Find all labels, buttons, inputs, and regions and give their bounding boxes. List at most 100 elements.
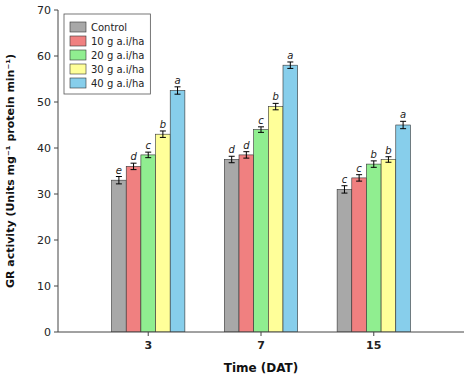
error-bar — [131, 163, 137, 169]
legend-label: 10 g a.i/ha — [91, 36, 144, 47]
legend: Control10 g a.i/ha20 g a.i/ha30 g a.i/ha… — [64, 14, 150, 94]
y-axis-line — [58, 10, 59, 332]
y-tick-label: 30 — [37, 188, 51, 201]
bar — [112, 180, 127, 332]
error-bar-stem — [290, 62, 291, 68]
error-bar-cap — [356, 181, 362, 182]
chart: edcddcccbbbbaaa0102030405060703715Time (… — [0, 0, 474, 380]
y-tick — [54, 194, 58, 195]
error-bar-cap — [116, 176, 122, 177]
error-bar-cap — [385, 156, 391, 157]
error-bar-stem — [162, 131, 163, 137]
error-bar-stem — [275, 103, 276, 109]
error-bar-cap — [341, 185, 347, 186]
error-bar — [356, 175, 362, 181]
letter-label: b — [160, 119, 166, 130]
bar — [268, 107, 283, 332]
y-tick — [54, 286, 58, 287]
error-bar-cap — [175, 86, 181, 87]
error-bar-cap — [273, 103, 279, 104]
letter-label: c — [258, 115, 264, 126]
bar — [239, 155, 254, 332]
y-tick — [54, 148, 58, 149]
y-tick — [54, 102, 58, 103]
error-bar-stem — [344, 186, 345, 193]
error-bar-stem — [261, 127, 262, 133]
error-bar — [400, 121, 406, 128]
error-bar-cap — [145, 157, 151, 158]
x-tick-label: 7 — [257, 339, 265, 352]
error-bar-cap — [258, 132, 264, 133]
error-bar-cap — [131, 169, 137, 170]
error-bar — [160, 131, 166, 137]
bar — [283, 65, 298, 332]
letter-label: b — [385, 145, 391, 156]
bar — [141, 155, 156, 332]
letter-label: a — [174, 75, 180, 86]
error-bar-stem — [388, 157, 389, 163]
bar — [156, 134, 171, 332]
y-tick-label: 70 — [37, 4, 51, 17]
annotations: edcddcccbbbbaaa — [116, 50, 406, 185]
letter-label: a — [400, 109, 406, 120]
y-axis-label: GR activity (Units mg⁻¹ protein min⁻¹) — [4, 54, 17, 288]
bar — [126, 166, 141, 332]
legend-label: 20 g a.i/ha — [91, 50, 144, 61]
error-bar-cap — [145, 152, 151, 153]
letter-label: b — [371, 149, 377, 160]
error-bar-stem — [133, 163, 134, 169]
x-tick-label: 15 — [366, 339, 381, 352]
error-bar-stem — [231, 156, 232, 162]
error-bar — [116, 177, 122, 184]
error-bar-cap — [116, 183, 122, 184]
bar — [224, 160, 239, 333]
legend-swatch — [70, 50, 86, 60]
bar — [170, 91, 185, 333]
error-bar — [273, 103, 279, 109]
error-bar-cap — [243, 158, 249, 159]
y-tick-label: 60 — [37, 50, 51, 63]
error-bar — [145, 152, 151, 158]
error-bar — [258, 127, 264, 133]
legend-label: 40 g a.i/ha — [91, 78, 144, 89]
error-bar-cap — [131, 163, 137, 164]
x-tick — [373, 332, 374, 336]
error-bar-cap — [400, 128, 406, 129]
error-bar-cap — [356, 174, 362, 175]
letter-label: c — [145, 140, 151, 151]
error-bar — [371, 161, 377, 167]
letter-label: d — [130, 151, 137, 162]
legend-swatch — [70, 36, 86, 46]
error-bar-cap — [371, 160, 377, 161]
x-tick — [148, 332, 149, 336]
error-bar-stem — [373, 161, 374, 167]
y-tick — [54, 10, 58, 11]
error-bar-stem — [246, 152, 247, 158]
letter-label: c — [342, 174, 348, 185]
error-bar — [229, 156, 235, 162]
legend-swatch — [70, 64, 86, 74]
bar — [366, 164, 381, 332]
error-bar-cap — [160, 130, 166, 131]
y-tick-label: 40 — [37, 142, 51, 155]
error-bar — [175, 87, 181, 94]
bar — [352, 178, 367, 332]
error-bar-cap — [273, 109, 279, 110]
y-tick-label: 50 — [37, 96, 51, 109]
error-bar-cap — [287, 61, 293, 62]
y-tick-label: 10 — [37, 280, 51, 293]
error-bar-cap — [229, 162, 235, 163]
letter-label: d — [243, 140, 250, 151]
error-bar-cap — [175, 94, 181, 95]
error-bar-cap — [287, 68, 293, 69]
x-tick-label: 3 — [144, 339, 152, 352]
error-bar-cap — [371, 167, 377, 168]
error-bar-stem — [177, 87, 178, 94]
error-bar-stem — [403, 121, 404, 128]
error-bar-cap — [400, 121, 406, 122]
y-tick-label: 20 — [37, 234, 51, 247]
letter-label: e — [116, 165, 122, 176]
legend-label: Control — [91, 22, 127, 33]
error-bar-cap — [385, 162, 391, 163]
error-bar-cap — [160, 137, 166, 138]
